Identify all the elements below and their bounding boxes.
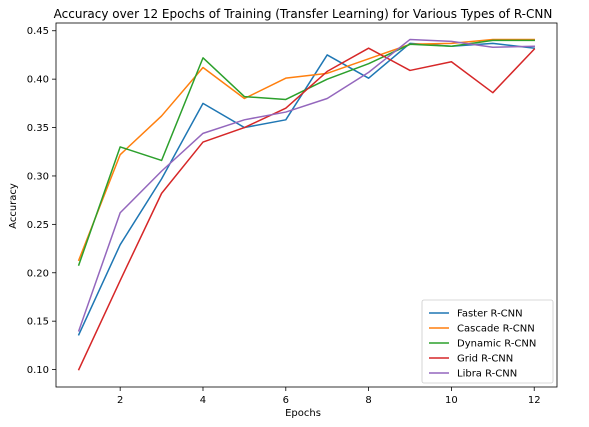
y-tick-label: 0.45 [27,26,49,37]
legend-label: Cascade R-CNN [457,324,535,335]
y-axis-label: Accuracy [8,183,19,229]
legend: Faster R-CNN Cascade R-CNN Dynamic R-CNN Gr… [421,299,554,384]
series-line-libra-r-cnn [77,38,535,332]
y-axis: 0.10 0.15 0.20 0.25 0.30 0.35 0.40 0.45 [27,26,56,376]
series-line-grid-r-cnn [77,47,536,371]
legend-entry-faster-r-cnn: Faster R-CNN [429,309,523,320]
x-axis: 2 4 6 8 10 12 [117,387,541,406]
legend-entry-grid-r-cnn: Grid R-CNN [429,354,513,365]
y-tick-label: 0.15 [27,317,49,328]
y-tick-label: 0.35 [27,123,49,134]
x-tick-label: 4 [200,395,206,406]
y-tick-label: 0.20 [27,268,49,279]
series-layer [77,38,536,371]
y-tick-label: 0.25 [27,220,49,231]
y-tick-label: 0.40 [27,75,49,86]
legend-label: Faster R-CNN [457,309,523,320]
x-tick-label: 6 [283,395,289,406]
x-tick-label: 8 [365,395,371,406]
legend-label: Libra R-CNN [457,369,517,380]
legend-label: Grid R-CNN [457,354,513,365]
x-tick-label: 2 [117,395,123,406]
chart-title: Accuracy over 12 Epochs of Training (Tra… [54,7,553,21]
x-tick-label: 12 [528,395,541,406]
legend-label: Dynamic R-CNN [457,339,536,350]
legend-box [421,299,554,384]
y-tick-label: 0.10 [27,365,49,376]
x-axis-label: Epochs [285,408,321,419]
legend-entry-libra-r-cnn: Libra R-CNN [429,369,517,380]
legend-entry-cascade-r-cnn: Cascade R-CNN [429,324,535,335]
plot-frame [55,22,558,388]
x-tick-label: 10 [445,395,458,406]
legend-entry-dynamic-r-cnn: Dynamic R-CNN [429,339,536,350]
y-tick-label: 0.30 [27,171,49,182]
